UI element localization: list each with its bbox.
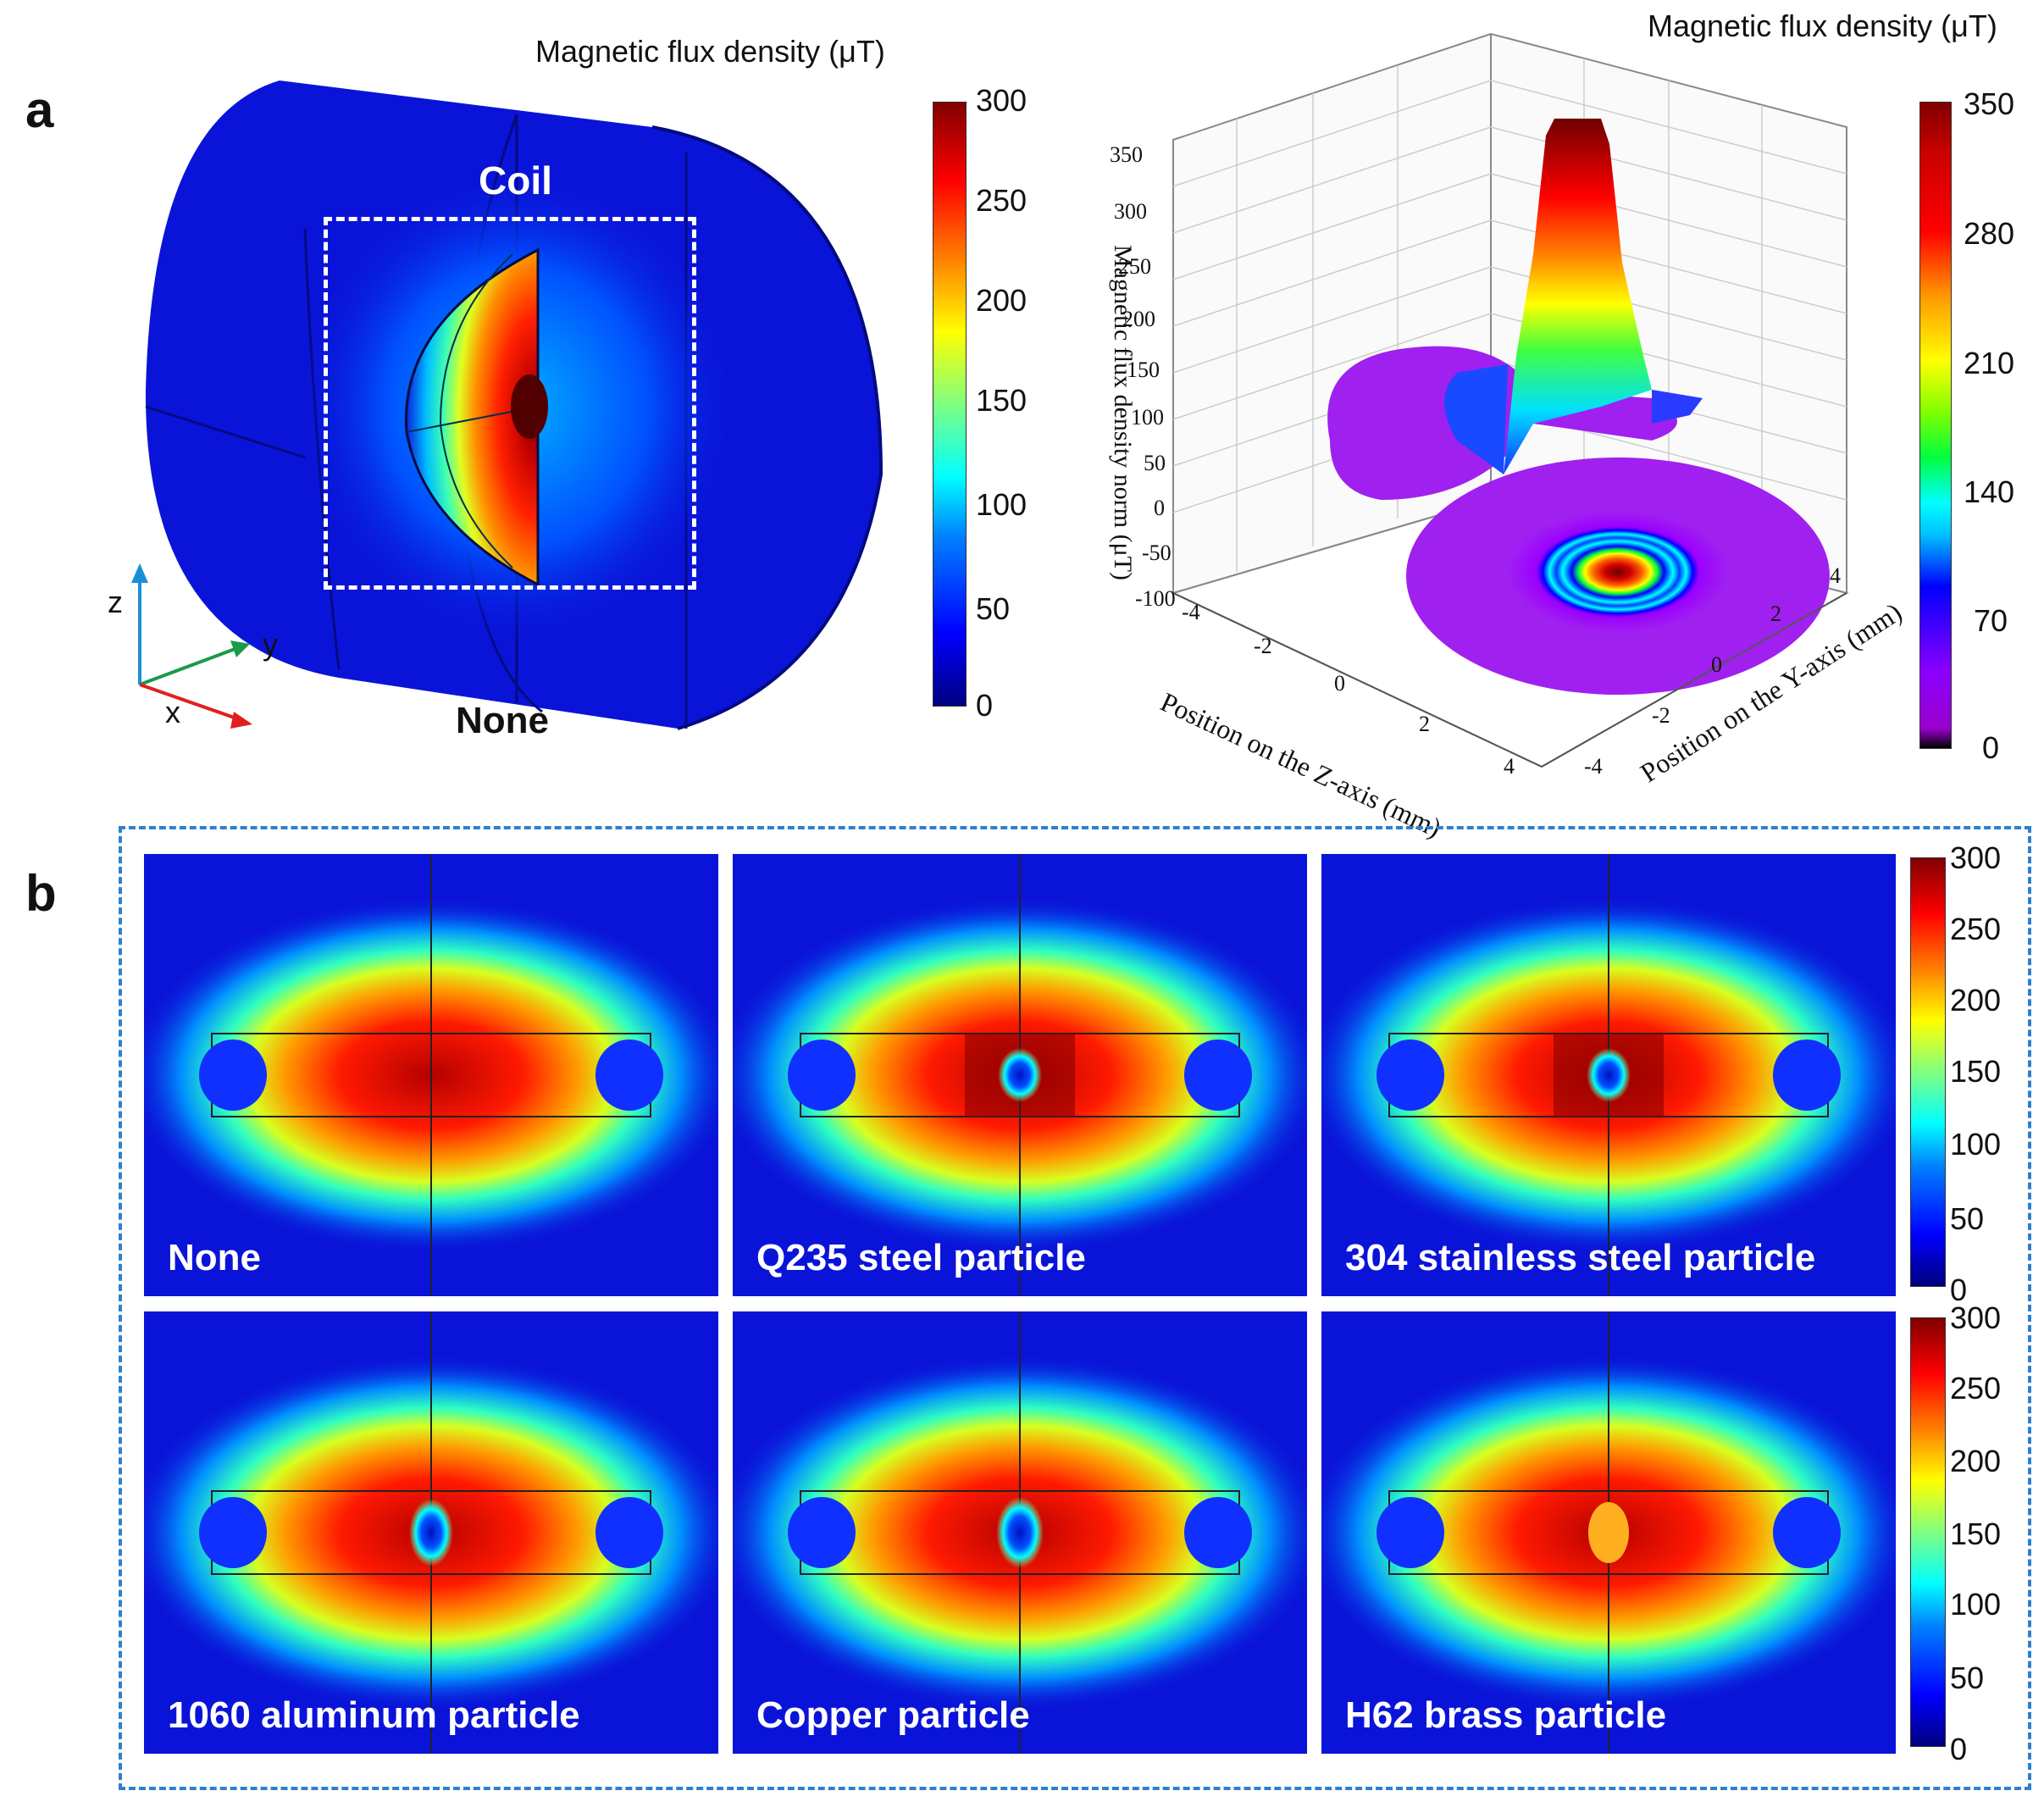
panel-label: H62 brass particle	[1345, 1694, 1667, 1736]
colorbar1-tick: 300	[976, 83, 1028, 118]
colorbar2-tick: 140	[1964, 474, 2015, 509]
colorbar-b-tick: 50	[1950, 1201, 1985, 1236]
colorbar-b-tick: 300	[1950, 840, 2002, 875]
colorbar-b-tick: 300	[1950, 1300, 2002, 1335]
colorbar-b-tick: 100	[1950, 1127, 2002, 1162]
colorbar2-tick: 280	[1964, 216, 2015, 251]
colorbar-b-top	[1910, 857, 1946, 1287]
colorbar2-tick: 70	[1974, 603, 2008, 638]
colorbar-b-tick: 100	[1950, 1587, 2002, 1622]
zaxis-tick: 200	[1122, 307, 1155, 331]
field-map-aluminum: 1060 aluminum particle	[144, 1311, 718, 1754]
panel-label: Q235 steel particle	[756, 1237, 1086, 1278]
coil-label: Coil	[479, 158, 552, 202]
yaxis-tick: 4	[1830, 563, 1841, 588]
panel-label: 1060 aluminum particle	[168, 1694, 580, 1736]
colorbar2-title: Magnetic flux density (μT)	[1648, 8, 1997, 43]
xaxis-tick: -4	[1182, 600, 1200, 624]
colorbar2-tick: 210	[1964, 346, 2015, 380]
colorbar-b-tick: 0	[1950, 1272, 1968, 1307]
yaxis-tick: 0	[1711, 652, 1722, 677]
zaxis-tick: 100	[1131, 405, 1164, 430]
zaxis-tick: 0	[1154, 496, 1165, 520]
colorbar-b-tick: 250	[1950, 912, 2002, 946]
colorbar1-tick: 100	[976, 487, 1028, 522]
panel-label: 304 stainless steel particle	[1345, 1237, 1816, 1278]
zaxis-tick: 300	[1114, 199, 1147, 224]
xaxis-tick: 2	[1419, 712, 1430, 736]
xaxis-tick: -2	[1254, 634, 1272, 658]
coil-region-dashed-box	[324, 217, 696, 590]
colorbar-b-bottom	[1910, 1317, 1946, 1747]
colorbar-b-tick: 50	[1950, 1661, 1985, 1695]
none-label-a: None	[456, 700, 549, 741]
yaxis-tick: -4	[1584, 754, 1603, 779]
field-map-brass: H62 brass particle	[1321, 1311, 1896, 1754]
colorbar1-tick: 150	[976, 383, 1028, 418]
colorbar1-tick: 200	[976, 283, 1028, 318]
zaxis-tick: -100	[1135, 586, 1176, 611]
panel-b-dashed-frame	[119, 826, 2031, 1790]
panel-b-letter: b	[25, 865, 57, 922]
panel-a-letter: a	[25, 81, 54, 138]
axis-label-x: x	[165, 695, 180, 729]
axis-label-y: y	[263, 627, 278, 662]
surface-plot-3d	[1171, 32, 1849, 768]
zaxis-tick: -50	[1142, 541, 1172, 565]
colorbar2-tick: 0	[1982, 730, 2000, 765]
zaxis-tick: 250	[1118, 254, 1151, 279]
colorbar1-tick: 0	[976, 688, 994, 723]
xaxis-tick: 0	[1334, 671, 1345, 696]
colorbar2-tick: 350	[1964, 86, 2015, 121]
colorbar1-title: Magnetic flux density (μT)	[535, 34, 885, 69]
coil-cylinder-illustration	[131, 80, 884, 730]
zaxis-tick: 50	[1144, 451, 1166, 475]
colorbar-b-tick: 150	[1950, 1516, 2002, 1551]
colorbar-b-tick: 200	[1950, 983, 2002, 1017]
yaxis-tick: -2	[1652, 703, 1670, 728]
zaxis-tick: 150	[1127, 358, 1160, 382]
field-map-q235: Q235 steel particle	[733, 854, 1307, 1296]
colorbar-b-tick: 0	[1950, 1732, 1968, 1766]
axis-label-z: z	[108, 585, 123, 619]
colorbar1-tick: 250	[976, 183, 1028, 218]
colorbar1	[933, 102, 967, 707]
xaxis-tick: 4	[1504, 754, 1515, 779]
colorbar-b-tick: 200	[1950, 1444, 2002, 1478]
field-map-304: 304 stainless steel particle	[1321, 854, 1896, 1296]
field-map-none: None	[144, 854, 718, 1296]
colorbar-b-tick: 150	[1950, 1054, 2002, 1089]
colorbar-b-tick: 250	[1950, 1371, 2002, 1405]
panel-label: None	[168, 1237, 261, 1278]
zaxis-tick: 350	[1110, 142, 1143, 167]
panel-label: Copper particle	[756, 1694, 1030, 1736]
colorbar1-tick: 50	[976, 591, 1011, 626]
colorbar2	[1919, 102, 1952, 749]
field-map-copper: Copper particle	[733, 1311, 1307, 1754]
yaxis-tick: 2	[1770, 602, 1781, 626]
